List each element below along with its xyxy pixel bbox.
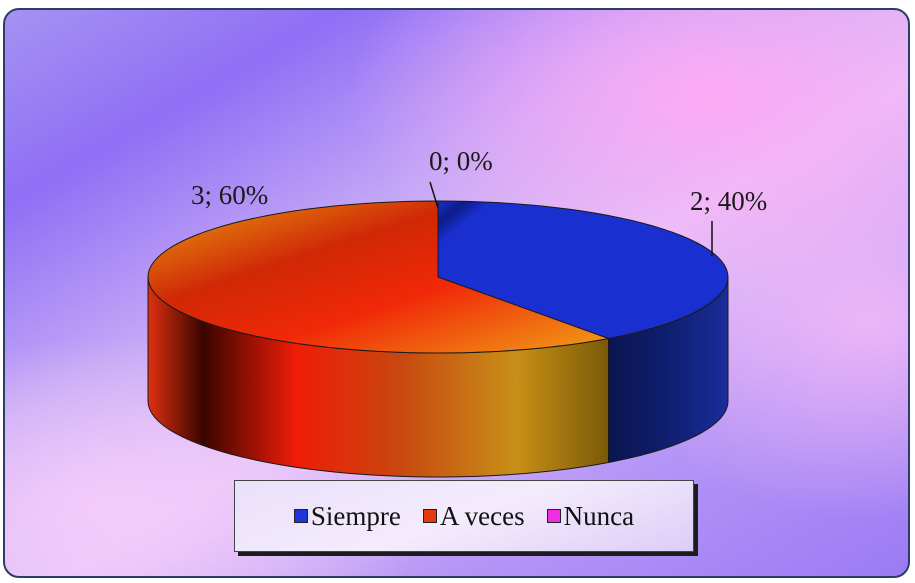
legend-label-siempre: Siempre bbox=[310, 500, 401, 531]
pie-slice-siempre bbox=[437, 200, 729, 340]
legend-label-a-veces: A veces bbox=[439, 500, 525, 531]
legend-item-siempre: Siempre bbox=[293, 500, 401, 532]
pie-chart: 2; 40% 3; 60% 0; 0% bbox=[147, 146, 767, 478]
leader-line-nunca bbox=[429, 181, 439, 209]
data-label-a-veces: 3; 60% bbox=[191, 180, 268, 210]
pie-group bbox=[147, 200, 729, 478]
data-labels: 2; 40% 3; 60% 0; 0% bbox=[191, 146, 767, 256]
legend-item-nunca: Nunca bbox=[546, 500, 635, 532]
data-label-siempre: 2; 40% bbox=[690, 186, 767, 216]
legend-swatch-siempre bbox=[293, 509, 308, 523]
legend-swatch-a-veces bbox=[422, 509, 437, 523]
legend-label-nunca: Nunca bbox=[563, 500, 635, 531]
data-label-nunca: 0; 0% bbox=[429, 146, 493, 176]
pie-slice-a-veces bbox=[147, 200, 611, 354]
legend-item-a-veces: A veces bbox=[422, 500, 525, 532]
legend: Siempre A veces Nunca bbox=[234, 480, 694, 552]
chart-area: 2; 40% 3; 60% 0; 0% Siempre A veces Nunca bbox=[3, 8, 910, 578]
legend-swatch-nunca bbox=[546, 509, 561, 523]
